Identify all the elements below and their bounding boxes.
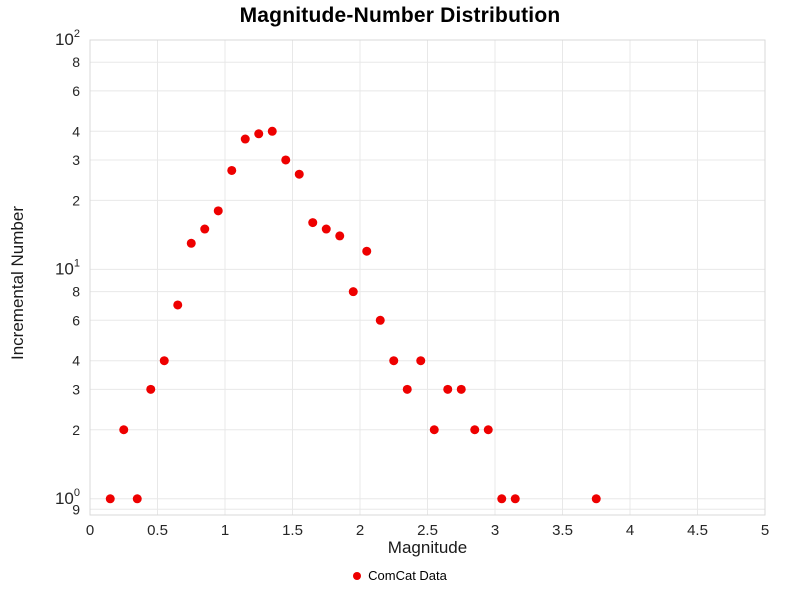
y-tick-label: 6: [72, 83, 80, 99]
data-point: [402, 384, 412, 394]
x-tick-label: 3.5: [552, 522, 573, 539]
data-point: [227, 165, 237, 175]
x-tick-label: 0: [86, 522, 94, 539]
y-tick-label: 3: [72, 152, 80, 168]
data-point: [416, 356, 426, 366]
y-tick-label: 8: [72, 54, 80, 70]
legend[interactable]: ComCat Data: [0, 568, 800, 583]
x-tick-label: 2: [356, 522, 364, 539]
x-tick-label: 1: [221, 522, 229, 539]
data-point: [308, 218, 318, 228]
y-tick-label: 4: [72, 353, 80, 369]
y-tick-label: 3: [72, 381, 80, 397]
data-point: [159, 356, 169, 366]
y-tick-label: 2: [72, 422, 80, 438]
x-tick-label: 5: [761, 522, 769, 539]
data-point: [146, 384, 156, 394]
x-tick-label: 1.5: [282, 522, 303, 539]
y-tick-label: 100: [55, 487, 80, 508]
legend-marker-icon: [353, 571, 362, 580]
data-point: [105, 494, 115, 504]
y-tick-label: 6: [72, 312, 80, 328]
x-tick-label: 0.5: [147, 522, 168, 539]
data-point: [389, 356, 399, 366]
data-point: [375, 315, 385, 325]
data-point: [456, 384, 466, 394]
x-tick-label: 3: [491, 522, 499, 539]
y-tick-label: 101: [55, 257, 80, 278]
x-tick-label: 4: [626, 522, 634, 539]
data-point: [443, 384, 453, 394]
data-point: [497, 494, 507, 504]
y-tick-label: 2: [72, 192, 80, 208]
x-axis-title: Magnitude: [387, 538, 468, 557]
data-point: [429, 425, 439, 435]
data-point: [267, 126, 277, 136]
data-point: [240, 134, 250, 144]
data-point: [186, 238, 196, 248]
data-point: [200, 224, 210, 234]
legend-label: ComCat Data: [368, 568, 447, 583]
data-point: [510, 494, 520, 504]
plot-border: [89, 39, 766, 516]
y-tick-label: 4: [72, 123, 80, 139]
y-axis-title: Incremental Number: [8, 206, 27, 361]
data-point: [348, 287, 358, 297]
data-point: [321, 224, 331, 234]
data-point: [470, 425, 480, 435]
data-point: [335, 231, 345, 241]
data-point: [132, 494, 142, 504]
data-point: [483, 425, 493, 435]
x-tick-label: 4.5: [687, 522, 708, 539]
x-tick-label: 2.5: [417, 522, 438, 539]
data-point: [119, 425, 129, 435]
data-point: [362, 246, 372, 256]
y-tick-label: 9: [72, 501, 80, 517]
data-point: [281, 155, 291, 165]
data-point: [294, 169, 304, 179]
chart-title: Magnitude-Number Distribution: [239, 4, 561, 27]
data-point: [254, 129, 264, 139]
y-tick-label: 102: [55, 28, 80, 49]
data-point: [173, 300, 183, 310]
y-tick-label: 8: [72, 284, 80, 300]
data-point: [591, 494, 601, 504]
data-point: [213, 206, 223, 216]
